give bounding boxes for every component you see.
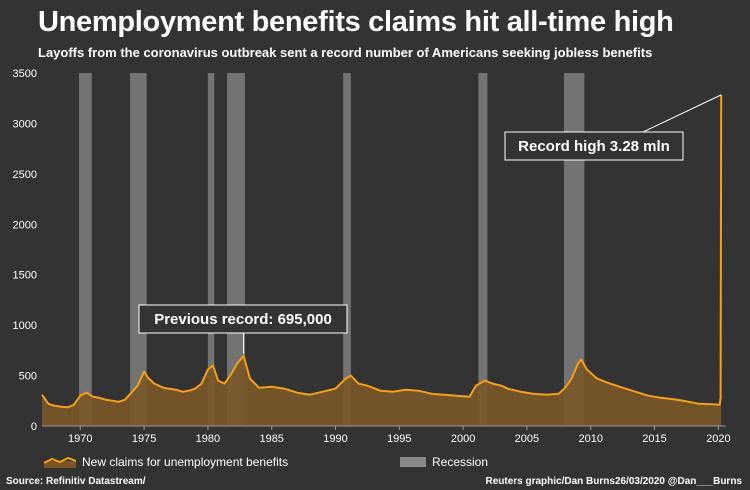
annotation-previous-record: Previous record: 695,000 <box>154 311 332 328</box>
chart-canvas: 0 500 1000 1500 2000 2500 3000 3500 1970 1975 1980… <box>13 68 731 445</box>
legend: New claims for unemployment benefits Rec… <box>0 455 750 471</box>
axes: 0 500 1000 1500 2000 2500 3000 3500 1970 1975 1980… <box>13 68 731 445</box>
annotation-box-record-high <box>504 131 684 161</box>
y-tick-label-1500: 1500 <box>13 270 37 282</box>
y-tick-label-2000: 2000 <box>13 219 37 231</box>
chart-subtitle: Layoffs from the coronavirus outbreak se… <box>38 45 653 60</box>
y-tick-label-3500: 3500 <box>13 68 37 80</box>
x-tick-label-1970: 1970 <box>68 433 92 445</box>
annotation-leader-record-high <box>642 94 722 133</box>
recession-band-2 <box>130 73 147 426</box>
annotation-box-previous-record <box>138 304 348 334</box>
legend-label-recession: Recession <box>432 455 489 469</box>
annotation-record-high: Record high 3.28 mln <box>518 138 670 155</box>
x-tick-label-1980: 1980 <box>196 433 220 445</box>
x-tick-label-2010: 2010 <box>578 433 602 445</box>
chart-title: Unemployment benefits claims hit all-tim… <box>38 6 674 38</box>
legend-swatch-claims <box>44 456 76 468</box>
y-tick-label-1000: 1000 <box>13 320 37 332</box>
x-tick-label-1975: 1975 <box>132 433 156 445</box>
recession-band-3 <box>207 73 215 426</box>
recession-band-4 <box>227 73 245 426</box>
legend-item-claims[interactable]: New claims for unemployment benefits <box>44 455 288 469</box>
y-tick-label-0: 0 <box>31 421 37 433</box>
y-tick-label-500: 500 <box>19 371 37 383</box>
recession-band-7 <box>563 73 585 426</box>
recession-band-5 <box>343 73 351 426</box>
recession-band-6 <box>478 73 488 426</box>
credit-note: Reuters graphic/Dan Burns26/03/2020 @Dan… <box>485 476 742 487</box>
x-tick-label-2000: 2000 <box>451 433 475 445</box>
y-tick-label-2500: 2500 <box>13 169 37 181</box>
y-tick-label-3000: 3000 <box>13 118 37 130</box>
legend-label-claims: New claims for unemployment benefits <box>82 455 289 469</box>
x-tick-label-1985: 1985 <box>259 433 283 445</box>
x-tick-label-2020: 2020 <box>706 433 730 445</box>
x-tick-label-1990: 1990 <box>323 433 347 445</box>
recession-band-1 <box>79 73 92 426</box>
x-tick-label-2015: 2015 <box>642 433 666 445</box>
recession-bands <box>79 73 585 426</box>
x-tick-label-2005: 2005 <box>515 433 539 445</box>
claims-area <box>41 94 723 427</box>
legend-swatch-recession <box>400 457 426 467</box>
legend-item-recession[interactable]: Recession <box>400 455 488 469</box>
annotations: Previous record: 695,000 Record high 3.28… <box>138 94 722 354</box>
source-note: Source: Refinitiv Datastream/ <box>6 476 146 487</box>
footer: Source: Refinitiv Datastream/ Reuters gr… <box>0 474 750 490</box>
x-tick-label-1995: 1995 <box>387 433 411 445</box>
claims-line <box>41 94 723 409</box>
